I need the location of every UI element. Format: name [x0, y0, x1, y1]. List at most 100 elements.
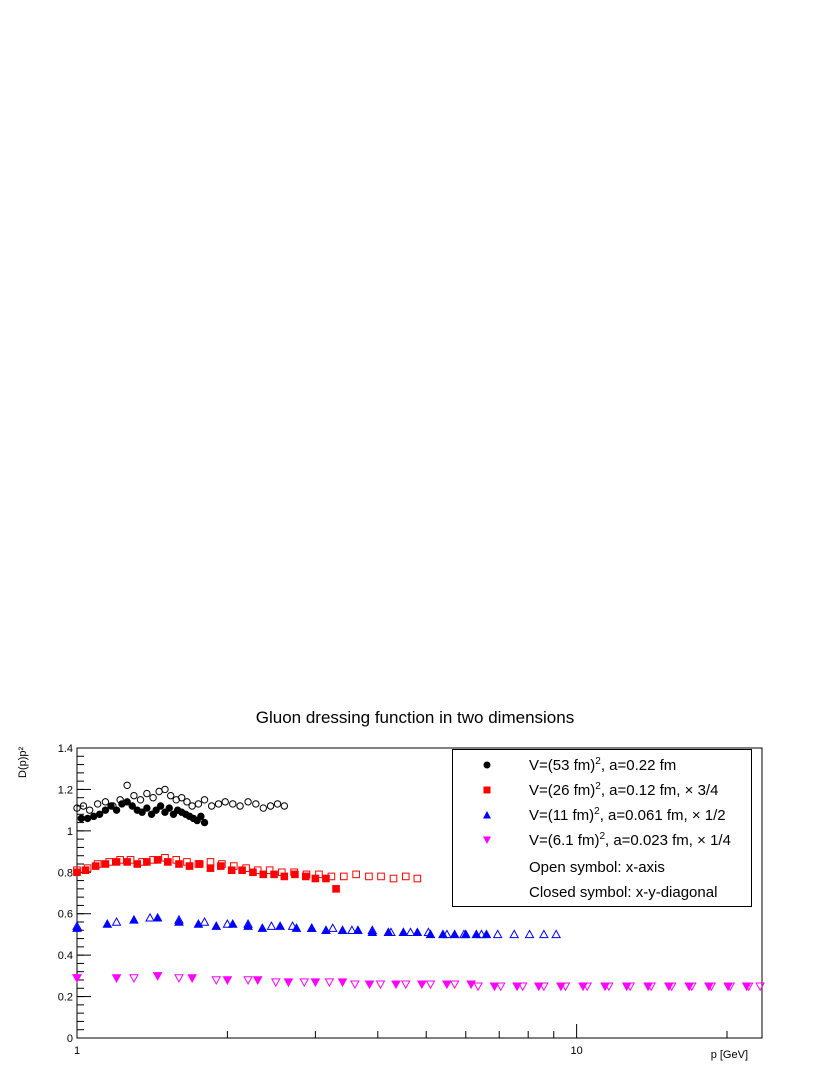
data-point-circle-open [236, 802, 244, 810]
data-point-square-open [206, 858, 215, 866]
data-point-square-closed [143, 858, 151, 866]
data-point-triangle-up-closed [398, 927, 409, 937]
data-point-triangle-down-closed [578, 982, 588, 992]
data-point-square-closed [175, 860, 183, 868]
data-point-triangle-down-open [375, 980, 386, 990]
data-point-triangle-down-open [517, 982, 528, 992]
data-point-triangle-down-closed [556, 982, 566, 992]
data-point-triangle-down-open [243, 976, 253, 986]
legend-note-open: Open symbol: x-axis [453, 856, 751, 880]
legend-entry-v53: V=(53 fm)2, a=0.22 fm [453, 753, 751, 777]
x-tick-label: 1 [74, 1045, 80, 1057]
data-point-triangle-up-open [405, 927, 416, 937]
data-point-circle-open [177, 794, 186, 802]
legend-note-closed-text: Closed symbol: x-y-diagonal [529, 884, 718, 901]
data-point-triangle-up-open [287, 921, 298, 930]
data-point-circle-open [149, 794, 157, 802]
x-tick-label: 10 [570, 1045, 582, 1057]
data-point-circle-open [136, 796, 145, 804]
data-point-triangle-down-closed [741, 982, 752, 992]
data-point-triangle-down-closed [684, 982, 695, 992]
data-point-triangle-down-open [270, 978, 281, 988]
data-point-circle-open [123, 781, 131, 789]
data-point-triangle-down-closed [364, 980, 375, 990]
data-point-circle-closed [128, 802, 136, 810]
data-point-square-closed [216, 862, 225, 870]
data-point-triangle-up-closed [321, 925, 331, 934]
data-point-triangle-up-closed [193, 919, 204, 928]
legend-marker-triangle-down-icon [483, 836, 491, 844]
data-point-square-closed [332, 885, 340, 893]
data-point-triangle-down-closed [533, 982, 544, 992]
data-point-triangle-up-closed [243, 921, 253, 930]
data-point-triangle-down-closed [621, 982, 632, 992]
data-point-circle-open [214, 800, 223, 808]
legend-entry-v26: V=(26 fm)2, a=0.12 fm, × 3/4 [453, 778, 751, 802]
data-point-circle-open [143, 789, 151, 798]
data-point-triangle-down-open [539, 982, 549, 992]
data-point-triangle-down-closed [512, 982, 522, 992]
data-point-triangle-up-closed [438, 929, 448, 939]
data-point-square-closed [91, 862, 100, 870]
data-point-circle-closed [143, 804, 151, 812]
data-point-triangle-down-open [755, 982, 765, 992]
data-point-circle-closed [112, 806, 121, 814]
data-point-circle-closed [83, 814, 92, 823]
data-point-triangle-down-closed [152, 972, 163, 981]
y-tick-label: 0.6 [58, 909, 73, 921]
y-tick-label: 0 [67, 1033, 73, 1045]
data-point-triangle-up-closed [353, 925, 363, 934]
data-point-triangle-up-closed [412, 927, 423, 937]
data-point-triangle-up-closed [211, 921, 222, 930]
data-point-triangle-up-open [222, 919, 233, 928]
data-point-square-closed [164, 858, 172, 866]
data-point-circle-open [221, 798, 229, 806]
legend-entry-v6: V=(6.1 fm)2, a=0.023 fm, × 1/4 [453, 828, 751, 852]
legend-marker-triangle-up-icon [483, 811, 491, 819]
data-point-square-closed [112, 858, 121, 866]
data-point-triangle-up-closed [449, 929, 460, 939]
data-point-square-closed [185, 862, 194, 870]
data-point-square-closed [206, 864, 215, 872]
legend-label-v53: V=(53 fm)2, a=0.22 fm [529, 756, 677, 774]
data-point-triangle-down-closed [664, 982, 674, 992]
y-tick-label: 1.4 [58, 743, 73, 755]
data-point-triangle-down-closed [723, 982, 733, 992]
data-point-triangle-down-open [425, 980, 436, 990]
legend-marker-square-icon [483, 786, 491, 794]
data-point-triangle-up-closed [337, 925, 348, 934]
data-point-triangle-down-closed [466, 980, 476, 990]
data-point-triangle-down-closed [489, 982, 500, 992]
data-point-triangle-up-closed [471, 929, 482, 939]
data-point-triangle-down-closed [442, 980, 452, 990]
data-point-triangle-up-closed [227, 919, 238, 928]
y-tick-label: 1 [67, 826, 73, 838]
data-point-square-closed [81, 866, 90, 875]
data-point-triangle-up-open [524, 929, 535, 939]
x-axis-label: p [GeV] [710, 1049, 748, 1061]
data-point-circle-closed [156, 802, 165, 810]
data-point-square-closed [301, 872, 310, 881]
data-point-circle-open [273, 800, 282, 808]
data-point-circle-open [229, 800, 237, 808]
data-point-circle-open [166, 791, 175, 800]
data-point-triangle-up-closed [152, 912, 163, 922]
data-point-circle-open [244, 798, 252, 806]
y-tick-label: 1.2 [58, 784, 73, 796]
data-point-triangle-down-closed [187, 974, 197, 983]
data-point-circle-open [266, 802, 275, 810]
data-point-square-open [352, 870, 360, 879]
data-point-circle-closed [95, 810, 104, 818]
data-point-square-closed [311, 874, 320, 883]
data-point-triangle-up-closed [367, 927, 378, 937]
data-point-triangle-down-open [400, 980, 411, 990]
data-point-square-closed [195, 860, 204, 868]
data-point-triangle-up-open [509, 929, 520, 939]
chart-title: Gluon dressing function in two dimension… [255, 708, 575, 727]
legend-label-v11: V=(11 fm)2, a=0.061 fm, × 1/2 [529, 806, 726, 824]
data-point-triangle-down-open [129, 974, 139, 983]
data-point-triangle-up-closed [460, 929, 471, 939]
data-point-triangle-down-closed [643, 982, 653, 992]
legend: V=(53 fm)2, a=0.22 fm V=(26 fm)2, a=0.12… [452, 749, 752, 907]
data-point-circle-open [259, 804, 268, 812]
